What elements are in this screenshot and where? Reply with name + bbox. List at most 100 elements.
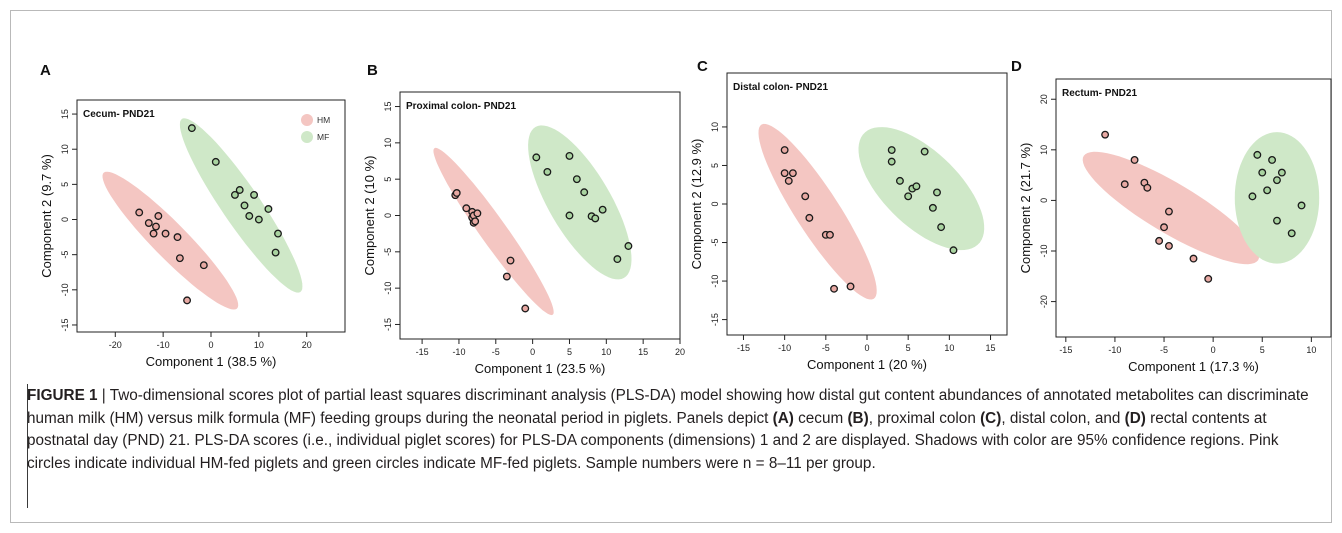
data-point-mf	[598, 205, 607, 214]
data-point-mf	[937, 223, 946, 232]
caption-panel-ref: (C)	[980, 409, 1002, 427]
x-tick-label: -15	[416, 347, 429, 357]
data-point-mf	[532, 153, 541, 162]
data-point-mf	[572, 175, 581, 184]
plot-frame	[1055, 78, 1332, 338]
data-point-hm	[173, 233, 182, 242]
panel-letter: A	[40, 62, 51, 79]
data-point-hm	[788, 169, 797, 178]
panel-a: A -20 -10 0 10 20 -15 -10 -5 0 5 10 15 Component 1 (3…	[39, 62, 346, 369]
y-tick-label: -10	[383, 282, 393, 295]
x-tick-label: 0	[864, 343, 869, 353]
data-point-mf	[543, 167, 552, 176]
x-tick-label: -20	[109, 340, 122, 350]
y-axis-label: Component 2 (12.9 %)	[689, 139, 704, 270]
panel-title: Rectum- PND21	[1062, 88, 1137, 99]
x-tick-label: -15	[737, 343, 750, 353]
legend-swatch-mf	[301, 131, 313, 143]
confidence-ellipse-mf	[528, 125, 632, 280]
data-point-mf	[1253, 150, 1262, 159]
data-point-hm	[161, 229, 170, 238]
y-tick-label: -5	[710, 239, 720, 247]
data-point-hm	[183, 296, 192, 305]
x-axis-label: Component 1 (23.5 %)	[475, 361, 606, 376]
data-point-hm	[1160, 223, 1168, 232]
x-tick-label: -10	[1108, 345, 1121, 355]
x-tick-label: -15	[1059, 345, 1072, 355]
caption-text: , distal colon, and	[1001, 409, 1125, 427]
caption-panel-ref: (B)	[847, 409, 869, 427]
data-point-mf	[1287, 229, 1296, 238]
legend-label: MF	[317, 132, 329, 142]
data-point-mf	[912, 182, 921, 191]
x-tick-label: 15	[986, 343, 996, 353]
x-tick-label: 20	[302, 340, 312, 350]
x-tick-label: 5	[567, 347, 572, 357]
y-axis-label: Component 2 (9.7 %)	[39, 154, 54, 278]
y-tick-label: -15	[710, 313, 720, 326]
confidence-ellipse-hm	[102, 171, 239, 310]
caption-panel-ref: (D)	[1124, 409, 1146, 427]
y-tick-label: -10	[710, 275, 720, 288]
data-point-hm	[149, 229, 158, 238]
data-point-mf	[254, 215, 263, 224]
data-point-mf	[1263, 186, 1272, 195]
data-point-hm	[1143, 183, 1152, 192]
data-point-mf	[904, 192, 913, 201]
caption-body: Two-dimensional scores plot of partial l…	[27, 387, 1309, 472]
confidence-ellipse-hm	[433, 147, 554, 316]
data-point-hm	[1130, 155, 1139, 164]
data-point-mf	[565, 211, 574, 220]
data-point-hm	[199, 261, 208, 270]
y-tick-label: 5	[60, 182, 70, 187]
y-axis-label: Component 2 (21.7 %)	[1018, 143, 1033, 274]
data-point-mf	[211, 157, 220, 166]
y-axis-label: Component 2 (10 %)	[362, 156, 377, 276]
data-point-hm	[506, 256, 515, 265]
x-tick-label: -10	[778, 343, 791, 353]
y-tick-label: 0	[710, 201, 720, 206]
y-tick-label: 10	[1039, 145, 1049, 155]
caption-text: Two-dimensional scores plot of partial l…	[27, 387, 1309, 427]
data-point-mf	[949, 246, 958, 255]
x-axis-label: Component 1 (17.3 %)	[1128, 359, 1259, 374]
y-tick-label: -20	[1039, 295, 1049, 308]
data-point-hm	[1164, 207, 1173, 216]
figure-panels: A -20 -10 0 10 20 -15 -10 -5 0 5 10 15 Component 1 (3…	[39, 58, 1332, 376]
data-point-hm	[462, 204, 471, 213]
panel-title: Proximal colon- PND21	[406, 101, 516, 112]
y-tick-label: 15	[383, 102, 393, 112]
caption-panel-ref: (A)	[772, 409, 794, 427]
data-point-hm	[1204, 274, 1213, 283]
x-tick-label: 5	[906, 343, 911, 353]
y-tick-label: 10	[383, 138, 393, 148]
data-point-hm	[805, 213, 814, 222]
data-point-hm	[1120, 180, 1129, 189]
data-point-mf	[187, 124, 196, 133]
data-point-mf	[274, 229, 282, 238]
x-tick-label: -5	[822, 343, 830, 353]
caption-separator: |	[97, 387, 110, 404]
y-tick-label: 0	[60, 217, 70, 222]
data-point-mf	[887, 146, 896, 155]
data-point-hm	[452, 189, 461, 197]
y-tick-label: 10	[710, 122, 720, 132]
data-point-mf	[1268, 155, 1277, 164]
y-tick-label: -5	[60, 251, 70, 259]
data-point-mf	[887, 157, 896, 166]
panel-letter: C	[697, 58, 708, 75]
y-tick-label: 5	[383, 177, 393, 182]
x-tick-label: 10	[601, 347, 611, 357]
data-point-mf	[1273, 176, 1281, 185]
x-tick-label: -5	[1160, 345, 1168, 355]
x-tick-label: 0	[1211, 345, 1216, 355]
data-point-mf	[230, 190, 239, 199]
y-tick-label: 15	[60, 109, 70, 119]
data-point-hm	[152, 222, 160, 231]
data-point-mf	[1277, 168, 1286, 177]
x-axis-label: Component 1 (20 %)	[807, 357, 927, 372]
y-tick-label: -15	[383, 318, 393, 331]
data-point-hm	[1101, 130, 1110, 139]
panel-b: B -15 -10 -5 0 5 10 15 20 -15 -10 -5 0 5 10 15 Component…	[362, 62, 685, 376]
data-point-mf	[591, 214, 600, 223]
